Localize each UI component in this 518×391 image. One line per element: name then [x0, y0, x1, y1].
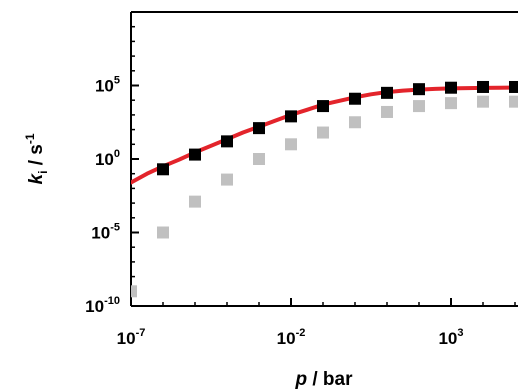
series-1-point [445, 97, 457, 110]
x-axis-title: p / bar [294, 369, 353, 390]
series-0-point [445, 81, 457, 94]
series-1-point [381, 105, 393, 118]
y-axis-sup: -1 [23, 133, 37, 144]
y-axis-title: ki / s-1 [23, 133, 50, 184]
series-1-point [253, 153, 265, 165]
x-tick-base: 10 [277, 329, 296, 348]
y-tick-base: 10 [91, 224, 110, 243]
y-tick-label: 10-10 [85, 295, 120, 316]
y-tick-exp: 5 [114, 75, 120, 87]
series-0-point [189, 148, 201, 161]
y-tick-label: 10-5 [91, 222, 120, 243]
series-0-point [413, 83, 425, 96]
series-0-point [509, 80, 518, 93]
series-1-point [509, 95, 518, 108]
series-0-point [477, 80, 489, 93]
x-tick-label: 103 [438, 327, 463, 348]
y-tick-label: 105 [95, 75, 120, 96]
series-1-point [285, 138, 297, 151]
x-tick-exp: 3 [457, 327, 463, 339]
series-1-point [349, 116, 361, 129]
series-1-point [157, 226, 169, 239]
y-tick-base: 10 [95, 77, 114, 96]
series-0-point [381, 86, 393, 99]
y-tick-base: 10 [85, 297, 104, 316]
series-1-point [317, 126, 329, 139]
x-tick-label: 10-2 [277, 327, 306, 348]
x-tick-exp: -7 [136, 327, 146, 339]
x-tick-label: 10-7 [117, 327, 146, 348]
y-tick-label: 100 [95, 148, 120, 169]
y-axis-rest: / s [26, 144, 47, 170]
y-axis-sub: i [36, 171, 50, 174]
series-0-point [253, 122, 265, 135]
x-tick-exp: -2 [296, 327, 306, 339]
series-1-point [131, 285, 137, 298]
series-1-point [477, 95, 489, 108]
plot-area [131, 80, 518, 298]
series-0-point [317, 100, 329, 113]
series-0-point [157, 163, 169, 176]
x-axis-rest: / bar [307, 369, 353, 390]
x-tick-base: 10 [438, 329, 457, 348]
y-tick-exp: 0 [114, 148, 120, 160]
series-1-point [413, 100, 425, 113]
y-tick-exp: -5 [110, 222, 120, 234]
x-axis-var: p [294, 369, 307, 390]
series-1-point [221, 173, 233, 186]
y-axis-var: k [26, 173, 47, 185]
y-tick-base: 10 [95, 150, 114, 169]
series-0-point [349, 92, 361, 105]
y-tick-exp: -10 [104, 295, 120, 307]
series-0-point [285, 110, 297, 123]
ticks [130, 11, 516, 307]
series-1-point [189, 195, 201, 208]
series-0-point [221, 135, 233, 148]
x-tick-base: 10 [117, 329, 136, 348]
